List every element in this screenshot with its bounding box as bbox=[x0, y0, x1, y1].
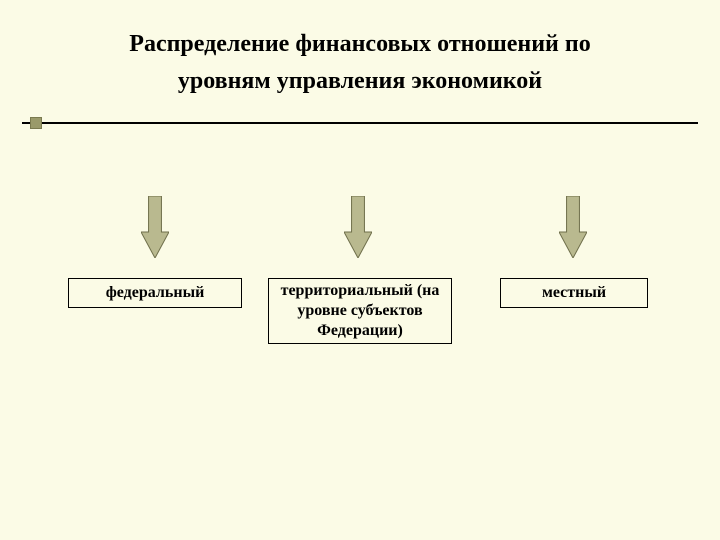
box-label: местный bbox=[542, 283, 606, 303]
box-label: территориальный (на уровне субъектов Фед… bbox=[275, 281, 445, 341]
slide: Распределение финансовых отношений по ур… bbox=[0, 0, 720, 540]
box-label: федеральный bbox=[106, 283, 205, 303]
arrow-down-icon bbox=[141, 196, 169, 258]
category-box-territorial: территориальный (на уровне субъектов Фед… bbox=[268, 278, 452, 344]
category-box-federal: федеральный bbox=[68, 278, 242, 308]
bullet-square-icon bbox=[30, 117, 42, 129]
arrow-down-icon bbox=[559, 196, 587, 258]
arrow-down-icon bbox=[344, 196, 372, 258]
title-line-1: Распределение финансовых отношений по bbox=[0, 26, 720, 63]
title-underline bbox=[22, 122, 698, 124]
category-box-local: местный bbox=[500, 278, 648, 308]
slide-title: Распределение финансовых отношений по ур… bbox=[0, 26, 720, 100]
title-line-2: уровням управления экономикой bbox=[0, 63, 720, 100]
